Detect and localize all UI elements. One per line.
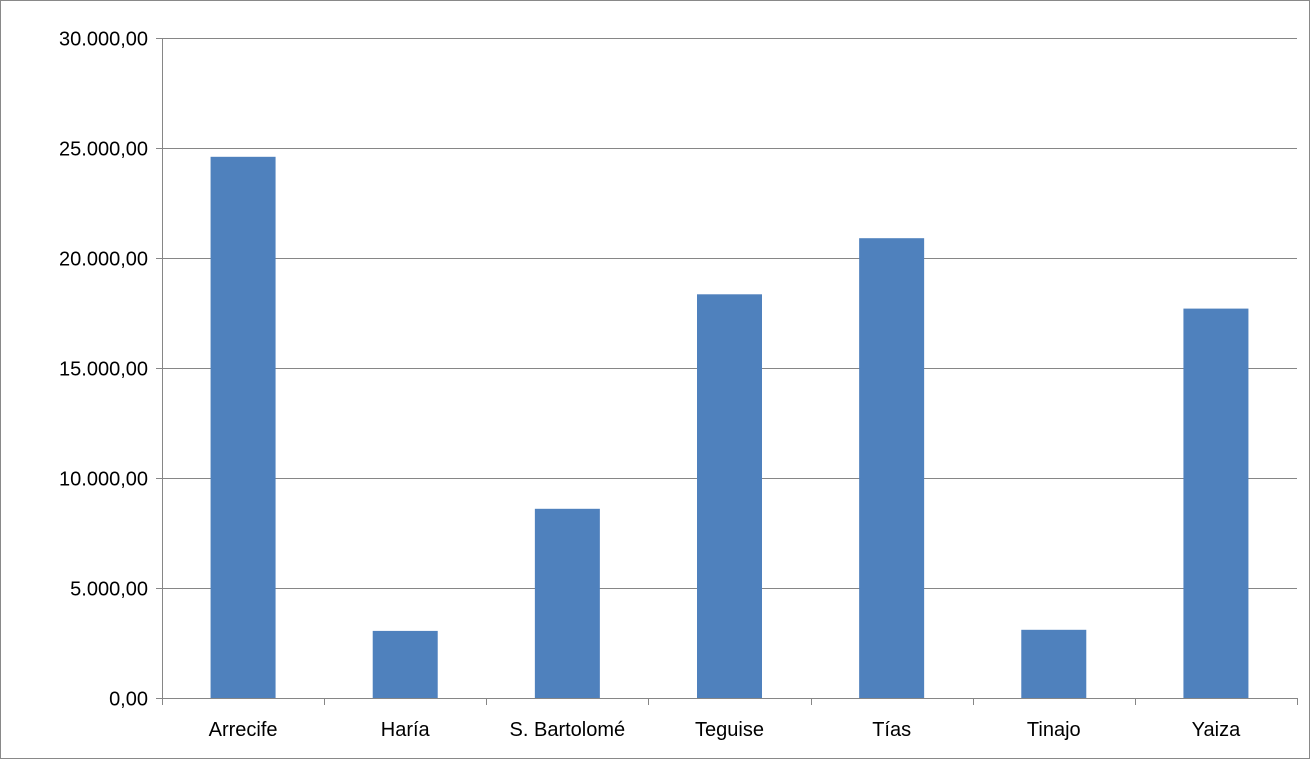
bar [697, 294, 762, 698]
x-tick-labels: Arrecife Haría S. Bartolomé Teguise Tías Tina… [209, 719, 1241, 741]
x-tick-label: Arrecife [209, 719, 278, 741]
bar [372, 630, 438, 698]
bar [1183, 308, 1249, 698]
x-tick-label: S. Bartolomé [510, 719, 626, 741]
bars [210, 156, 1249, 699]
bar [1021, 629, 1087, 698]
x-tick-label: Teguise [695, 719, 764, 741]
x-tick-label: Yaiza [1192, 719, 1241, 741]
y-tick-label: 0,00 [109, 689, 148, 711]
y-tick-label: 5.000,00 [70, 579, 148, 601]
y-tick-label: 30.000,00 [59, 29, 148, 51]
x-tick-label: Tías [872, 719, 911, 741]
y-tick-label: 10.000,00 [59, 469, 148, 491]
y-tick-label: 15.000,00 [59, 359, 148, 381]
axes [156, 38, 1298, 705]
x-tick-label: Haría [381, 719, 431, 741]
y-tick-label: 25.000,00 [59, 139, 148, 161]
bar [534, 508, 600, 698]
bar [859, 238, 925, 698]
y-tick-labels: 0,00 5.000,00 10.000,00 15.000,00 20.000,00 2… [59, 29, 148, 711]
x-tick-label: Tinajo [1027, 719, 1081, 741]
y-tick-label: 20.000,00 [59, 249, 148, 271]
bar [210, 156, 276, 699]
